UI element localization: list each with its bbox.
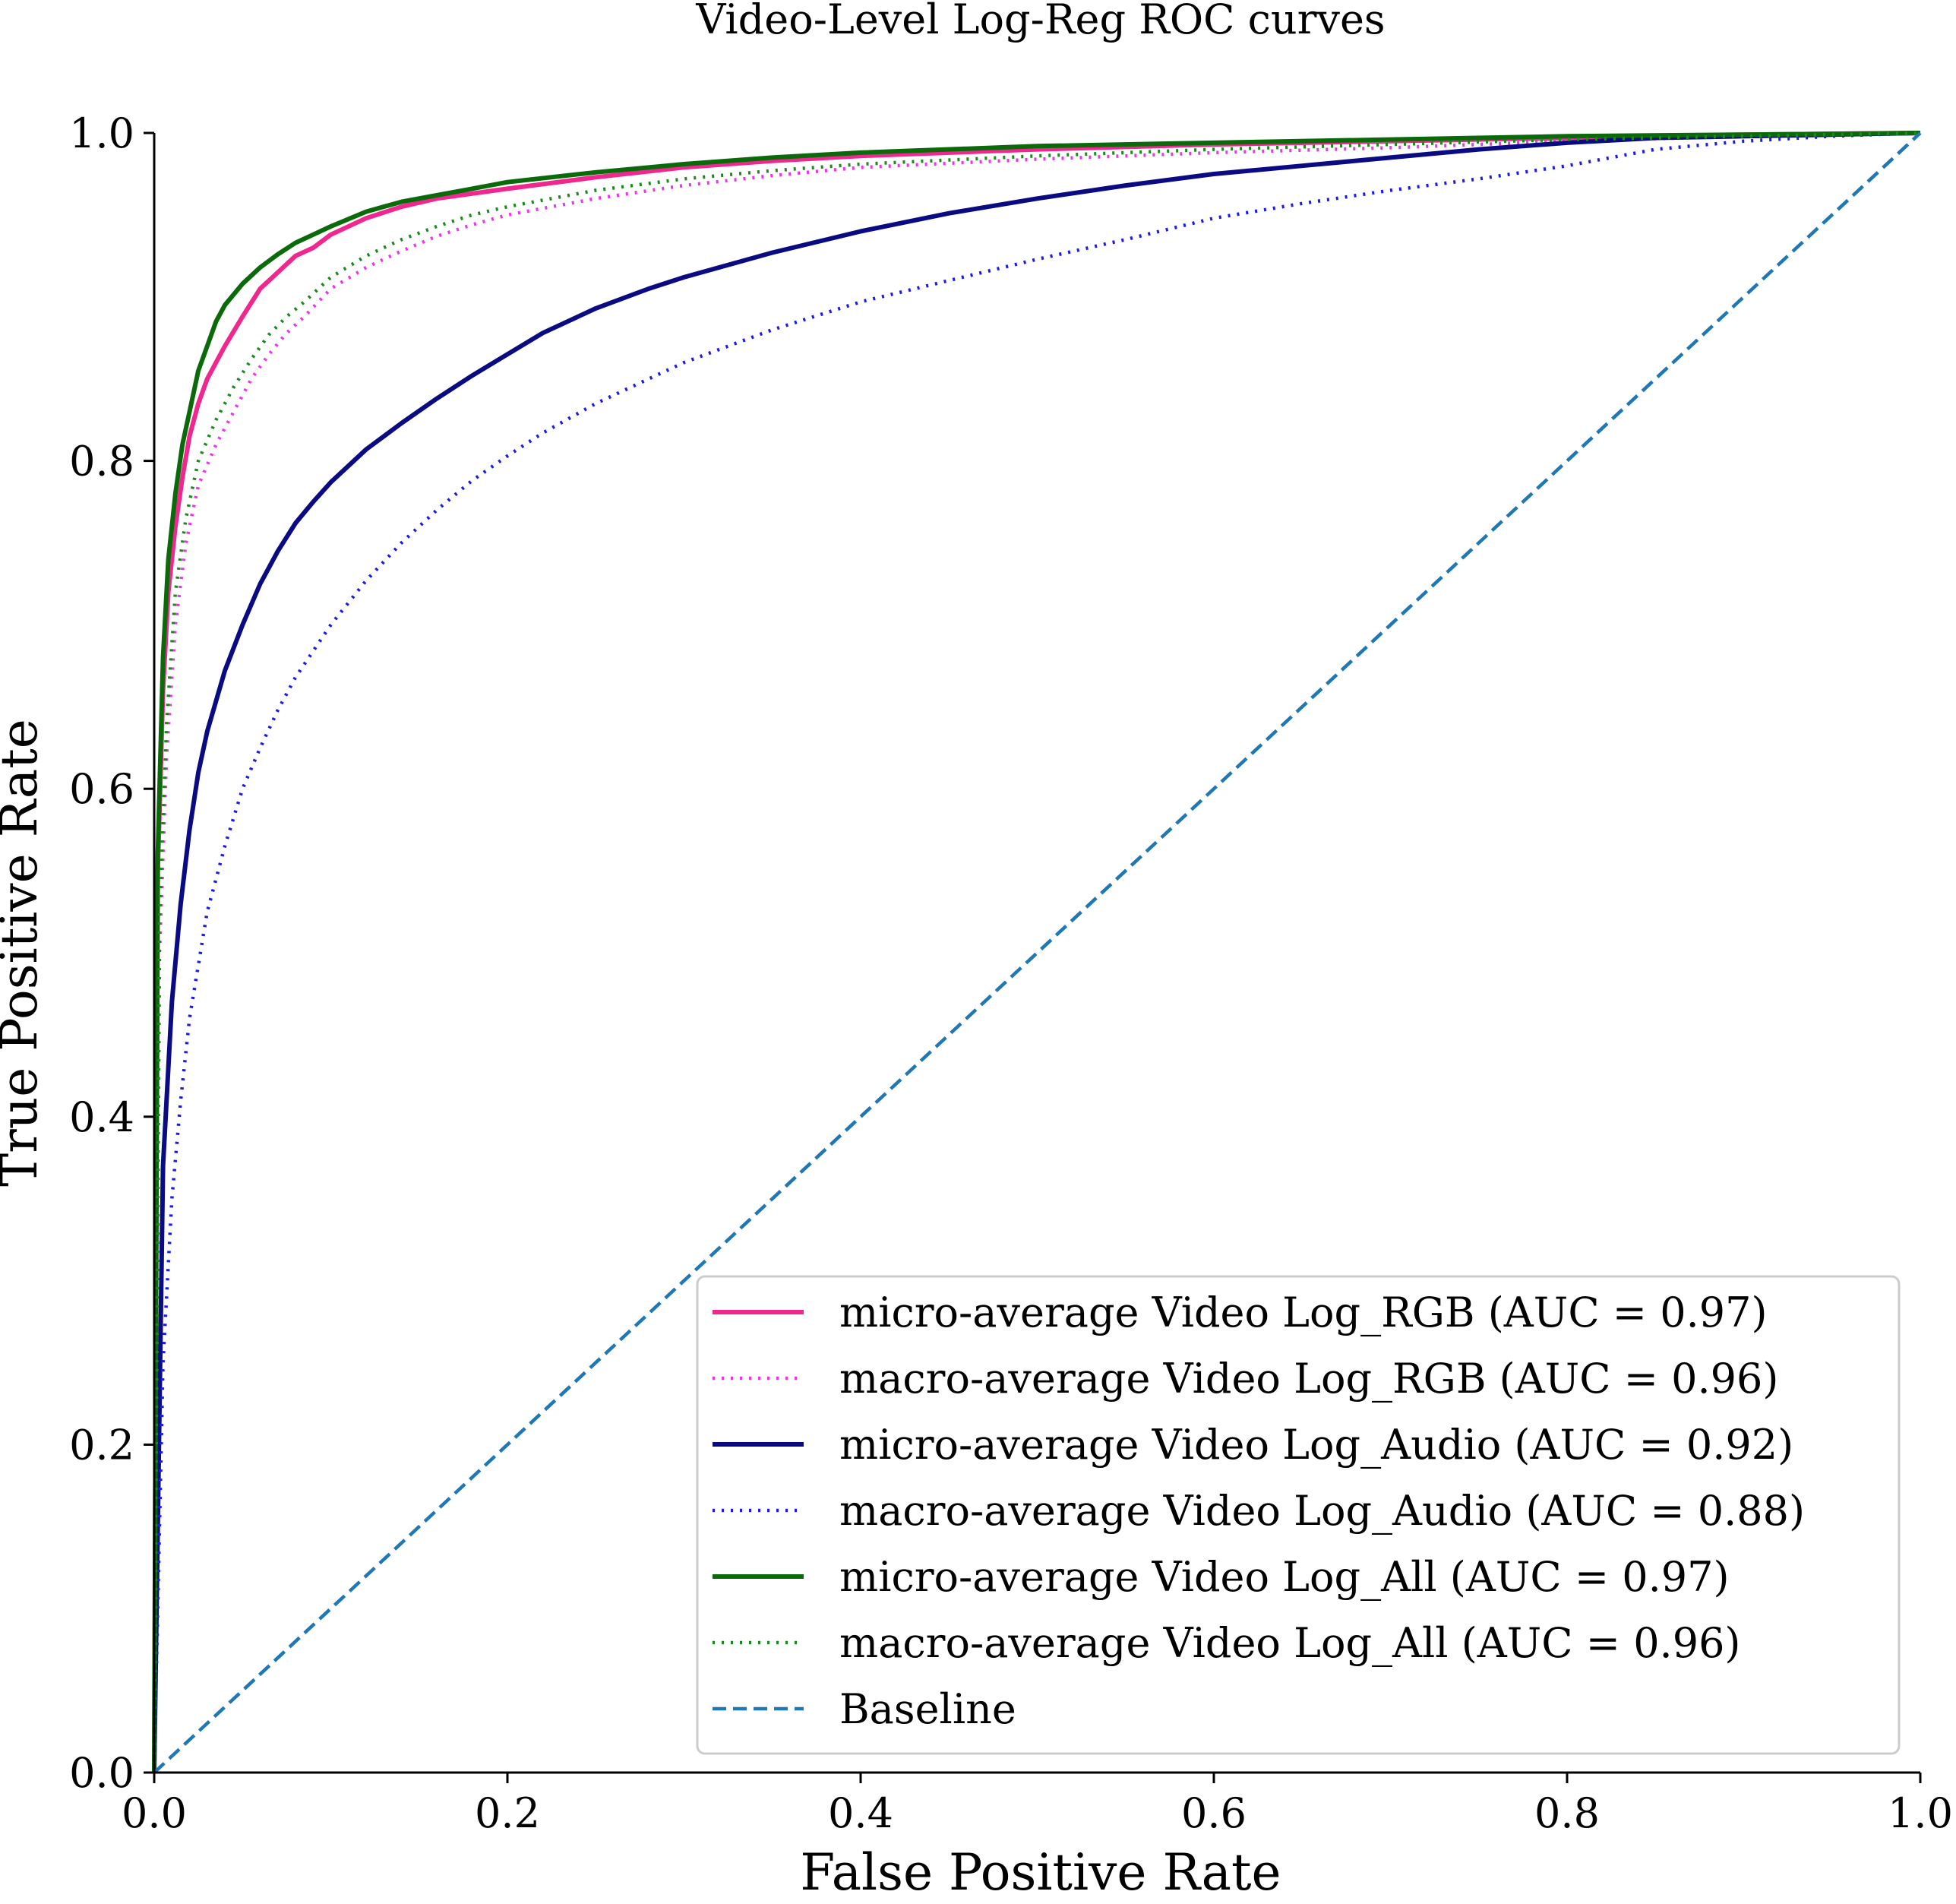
x-axis-label: False Positive Rate [800,1843,1281,1900]
y-tick-label-1: 0.2 [69,1421,134,1469]
x-tick-label-5: 1.0 [1888,1789,1953,1837]
legend-frame [696,1275,1901,1755]
legend: micro-average Video Log_RGB (AUC = 0.97)… [696,1275,1901,1755]
chart-title: Video-Level Log-Reg ROC curves [695,0,1385,43]
y-ticks: 0.0 0.2 0.4 0.6 0.8 1.0 [69,109,154,1797]
series-line-2 [152,131,1921,1773]
legend-label-6: macro-average Video Log_All (AUC = 0.96) [839,1619,1741,1667]
series-layer [152,131,1922,1774]
legend-label-3: micro-average Video Log_Audio (AUC = 0.9… [839,1421,1793,1469]
y-tick-label-0: 0.0 [69,1749,134,1797]
x-tick-label-4: 0.8 [1534,1789,1600,1837]
y-tick-label-3: 0.6 [69,765,134,813]
x-tick-label-0: 0.0 [122,1789,187,1837]
series-line-1 [152,131,1921,1773]
legend-label-7: Baseline [839,1685,1016,1733]
x-ticks: 0.0 0.2 0.4 0.6 0.8 1.0 [122,1773,1953,1837]
y-axis-label: True Positive Rate [0,719,49,1187]
legend-label-2: macro-average Video Log_RGB (AUC = 0.96) [839,1355,1778,1403]
x-tick-label-1: 0.2 [475,1789,540,1837]
y-tick-label-5: 1.0 [69,109,134,157]
legend-label-5: micro-average Video Log_All (AUC = 0.97) [839,1553,1730,1601]
series-line-5 [152,131,1921,1773]
legend-label-1: micro-average Video Log_RGB (AUC = 0.97) [839,1289,1768,1336]
series-line-7 [153,131,1922,1774]
y-tick-label-2: 0.4 [69,1093,134,1141]
x-tick-label-3: 0.6 [1181,1789,1247,1837]
y-tick-label-4: 0.8 [69,438,134,485]
series-line-3 [152,131,1921,1773]
legend-label-4: macro-average Video Log_Audio (AUC = 0.8… [839,1487,1805,1535]
x-tick-label-2: 0.4 [828,1789,893,1837]
